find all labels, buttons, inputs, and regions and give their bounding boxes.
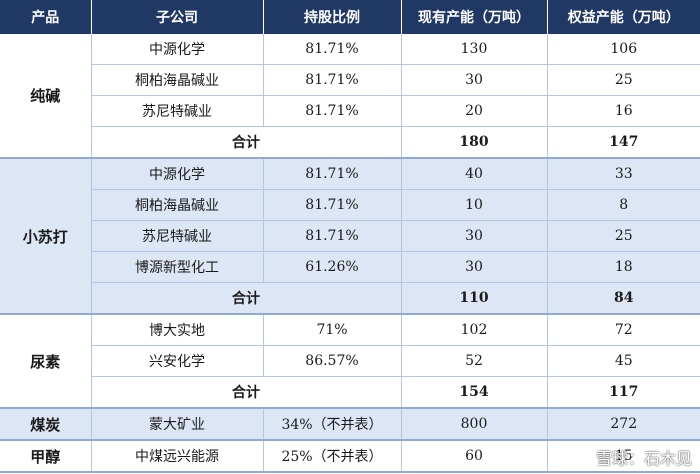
table-row: 尿素 博大实地 71% 102 72 [0, 314, 700, 409]
header-product: 产品 [0, 0, 92, 34]
share-cell: 34%（不并表） [263, 408, 402, 441]
table-row: 苏尼特碱业 81.71% 20 16 [0, 95, 700, 127]
company-cell: 兴安化学 [91, 345, 264, 377]
total-equity: 84 [547, 282, 700, 315]
table-row: 桐柏海晶碱业 81.71% 10 8 [0, 189, 700, 221]
product-cell-methanol: 甲醇 [0, 440, 92, 473]
product-cell-urea: 尿素 [0, 314, 92, 409]
share-cell: 61.26% [263, 251, 402, 283]
table-row: 纯碱 中源化学 81.71% 130 106 [0, 34, 700, 159]
total-label: 合计 [91, 126, 402, 159]
equity-cell: 33 [547, 158, 700, 190]
equity-cell: 106 [547, 34, 700, 65]
product-cell-coal: 煤炭 [0, 408, 92, 441]
company-cell: 桐柏海晶碱业 [91, 189, 264, 221]
share-cell: 81.71% [263, 34, 402, 65]
header-subsidiary: 子公司 [91, 0, 264, 34]
capacity-cell: 130 [401, 34, 548, 65]
equity-cell: 272 [547, 408, 700, 441]
table-row: 苏尼特碱业 81.71% 30 25 [0, 220, 700, 252]
total-capacity: 154 [401, 376, 548, 409]
table-row: 小苏打 中源化学 81.71% 40 33 [0, 158, 700, 315]
capacity-cell: 10 [401, 189, 548, 221]
table-row: 桐柏海晶碱业 81.71% 30 25 [0, 64, 700, 96]
capacity-cell: 40 [401, 158, 548, 190]
share-cell: 71% [263, 314, 402, 346]
company-cell: 中源化学 [91, 158, 264, 190]
share-cell: 81.71% [263, 64, 402, 96]
capacity-cell: 102 [401, 314, 548, 346]
company-cell: 中煤远兴能源 [91, 440, 264, 473]
capacity-cell: 800 [401, 408, 548, 441]
equity-cell: 25 [547, 220, 700, 252]
company-cell: 蒙大矿业 [91, 408, 264, 441]
header-capacity: 现有产能（万吨） [401, 0, 548, 34]
total-label: 合计 [91, 376, 402, 409]
table-row: 煤炭 蒙大矿业 34%（不并表） 800 272 [0, 408, 700, 441]
share-cell: 81.71% [263, 220, 402, 252]
equity-cell: 16 [547, 95, 700, 127]
table-row: 兴安化学 86.57% 52 45 [0, 345, 700, 377]
share-cell: 81.71% [263, 95, 402, 127]
total-capacity: 180 [401, 126, 548, 159]
equity-cell: 8 [547, 189, 700, 221]
product-cell-soda-ash: 纯碱 [0, 34, 92, 159]
share-cell: 86.57% [263, 345, 402, 377]
company-cell: 桐柏海晶碱业 [91, 64, 264, 96]
capacity-cell: 52 [401, 345, 548, 377]
company-cell: 苏尼特碱业 [91, 220, 264, 252]
total-equity: 117 [547, 376, 700, 409]
share-cell: 81.71% [263, 158, 402, 190]
table-row: 甲醇 中煤远兴能源 25%（不并表） 60 15 [0, 440, 700, 473]
total-row: 合计 180 147 [0, 126, 700, 159]
capacity-cell: 20 [401, 95, 548, 127]
equity-cell: 72 [547, 314, 700, 346]
share-cell: 81.71% [263, 189, 402, 221]
capacity-cell: 30 [401, 251, 548, 283]
equity-cell: 18 [547, 251, 700, 283]
table-row: 博源新型化工 61.26% 30 18 [0, 251, 700, 283]
total-label: 合计 [91, 282, 402, 315]
capacity-cell: 60 [401, 440, 548, 473]
product-cell-baking-soda: 小苏打 [0, 158, 92, 315]
equity-cell: 25 [547, 64, 700, 96]
company-cell: 苏尼特碱业 [91, 95, 264, 127]
company-cell: 博源新型化工 [91, 251, 264, 283]
header-share: 持股比例 [263, 0, 402, 34]
header-equity-capacity: 权益产能（万吨） [547, 0, 700, 34]
capacity-cell: 30 [401, 64, 548, 96]
company-cell: 博大实地 [91, 314, 264, 346]
equity-cell: 45 [547, 345, 700, 377]
total-capacity: 110 [401, 282, 548, 315]
total-row: 合计 110 84 [0, 282, 700, 315]
company-cell: 中源化学 [91, 34, 264, 65]
total-row: 合计 154 117 [0, 376, 700, 409]
header-row: 产品 子公司 持股比例 现有产能（万吨） 权益产能（万吨） [0, 0, 700, 34]
total-equity: 147 [547, 126, 700, 159]
share-cell: 25%（不并表） [263, 440, 402, 473]
capacity-cell: 30 [401, 220, 548, 252]
equity-cell: 15 [547, 440, 700, 473]
